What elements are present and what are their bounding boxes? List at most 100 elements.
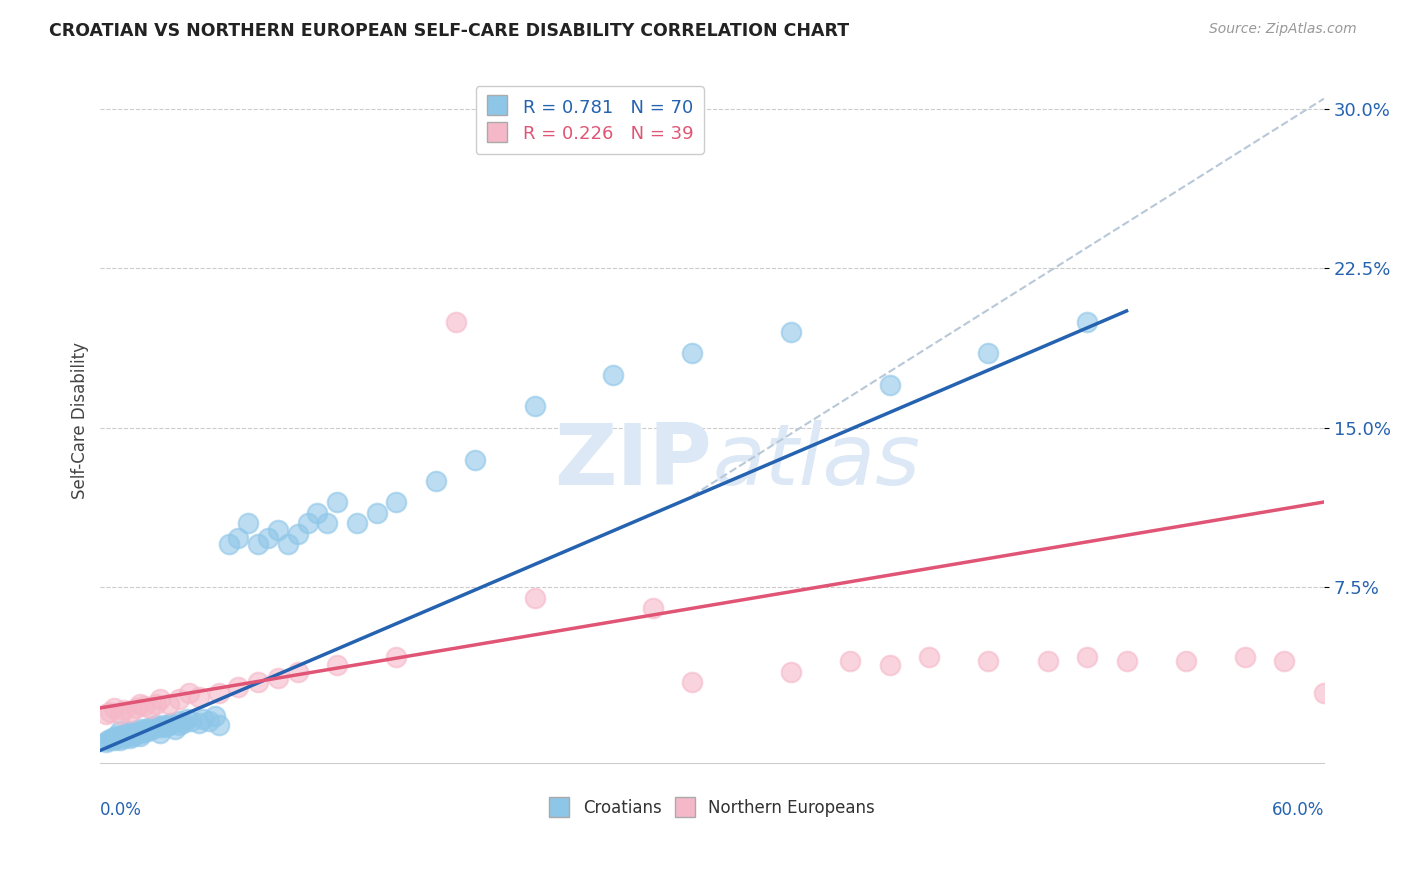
Point [1313,686,1336,700]
Point [152,718,174,732]
Point [98,705,121,719]
Point [1174,654,1197,668]
Point [1115,654,1137,668]
Point [385,650,408,665]
Point [188,715,211,730]
Point [681,675,703,690]
Point [112,731,135,745]
Y-axis label: Self-Care Disability: Self-Care Disability [72,342,89,499]
Point [641,601,664,615]
Legend: Croatians, Northern Europeans: Croatians, Northern Europeans [543,792,882,823]
Point [326,658,349,673]
Text: 0.0%: 0.0% [100,801,142,820]
Point [165,722,187,736]
Point [287,665,309,679]
Text: CROATIAN VS NORTHERN EUROPEAN SELF-CARE DISABILITY CORRELATION CHART: CROATIAN VS NORTHERN EUROPEAN SELF-CARE … [49,22,849,40]
Point [96,735,118,749]
Point [108,724,131,739]
Point [780,665,803,679]
Point [1076,650,1098,665]
Point [138,720,160,734]
Point [180,714,202,728]
Point [307,506,329,520]
Point [191,712,214,726]
Point [169,718,191,732]
Point [172,715,194,730]
Point [1036,654,1059,668]
Point [425,474,447,488]
Point [103,701,125,715]
Point [602,368,624,382]
Point [267,671,290,685]
Point [188,690,211,705]
Point [136,724,159,739]
Point [169,692,191,706]
Point [117,729,139,743]
Point [148,720,170,734]
Point [977,346,1000,360]
Point [155,720,177,734]
Point [316,516,339,531]
Point [208,718,231,732]
Point [918,650,941,665]
Point [108,732,131,747]
Point [107,731,129,745]
Point [977,654,1000,668]
Point [277,537,299,551]
Point [127,726,149,740]
Point [157,718,180,732]
Point [160,715,183,730]
Point [97,732,120,747]
Point [98,732,121,747]
Point [238,516,260,531]
Point [218,537,240,551]
Point [385,495,408,509]
Point [128,729,150,743]
Point [176,712,198,726]
Point [247,537,270,551]
Point [247,675,270,690]
Point [118,705,141,719]
Point [118,731,141,745]
Point [228,531,250,545]
Point [1076,315,1098,329]
Point [287,526,309,541]
Point [157,697,180,711]
Point [118,724,141,739]
Point [326,495,349,509]
Point [208,686,231,700]
Point [125,724,148,739]
Text: 60.0%: 60.0% [1271,801,1324,820]
Point [125,701,148,715]
Point [267,523,290,537]
Point [96,707,118,722]
Text: Source: ZipAtlas.com: Source: ZipAtlas.com [1209,22,1357,37]
Point [122,729,145,743]
Point [145,697,167,711]
Point [681,346,703,360]
Point [115,726,138,740]
Point [148,692,170,706]
Point [131,726,153,740]
Point [346,516,368,531]
Point [257,531,280,545]
Point [464,452,486,467]
Point [523,591,546,605]
Point [108,707,131,722]
Point [523,400,546,414]
Point [879,658,901,673]
Text: ZIP: ZIP [554,420,711,503]
Point [128,697,150,711]
Point [135,722,157,736]
Point [112,703,135,717]
Point [138,701,160,715]
Point [101,731,124,745]
Point [366,506,388,520]
Point [169,714,191,728]
Point [1233,650,1256,665]
Point [108,729,131,743]
Point [141,722,163,736]
Point [148,726,170,740]
Point [879,378,901,392]
Point [780,325,803,339]
